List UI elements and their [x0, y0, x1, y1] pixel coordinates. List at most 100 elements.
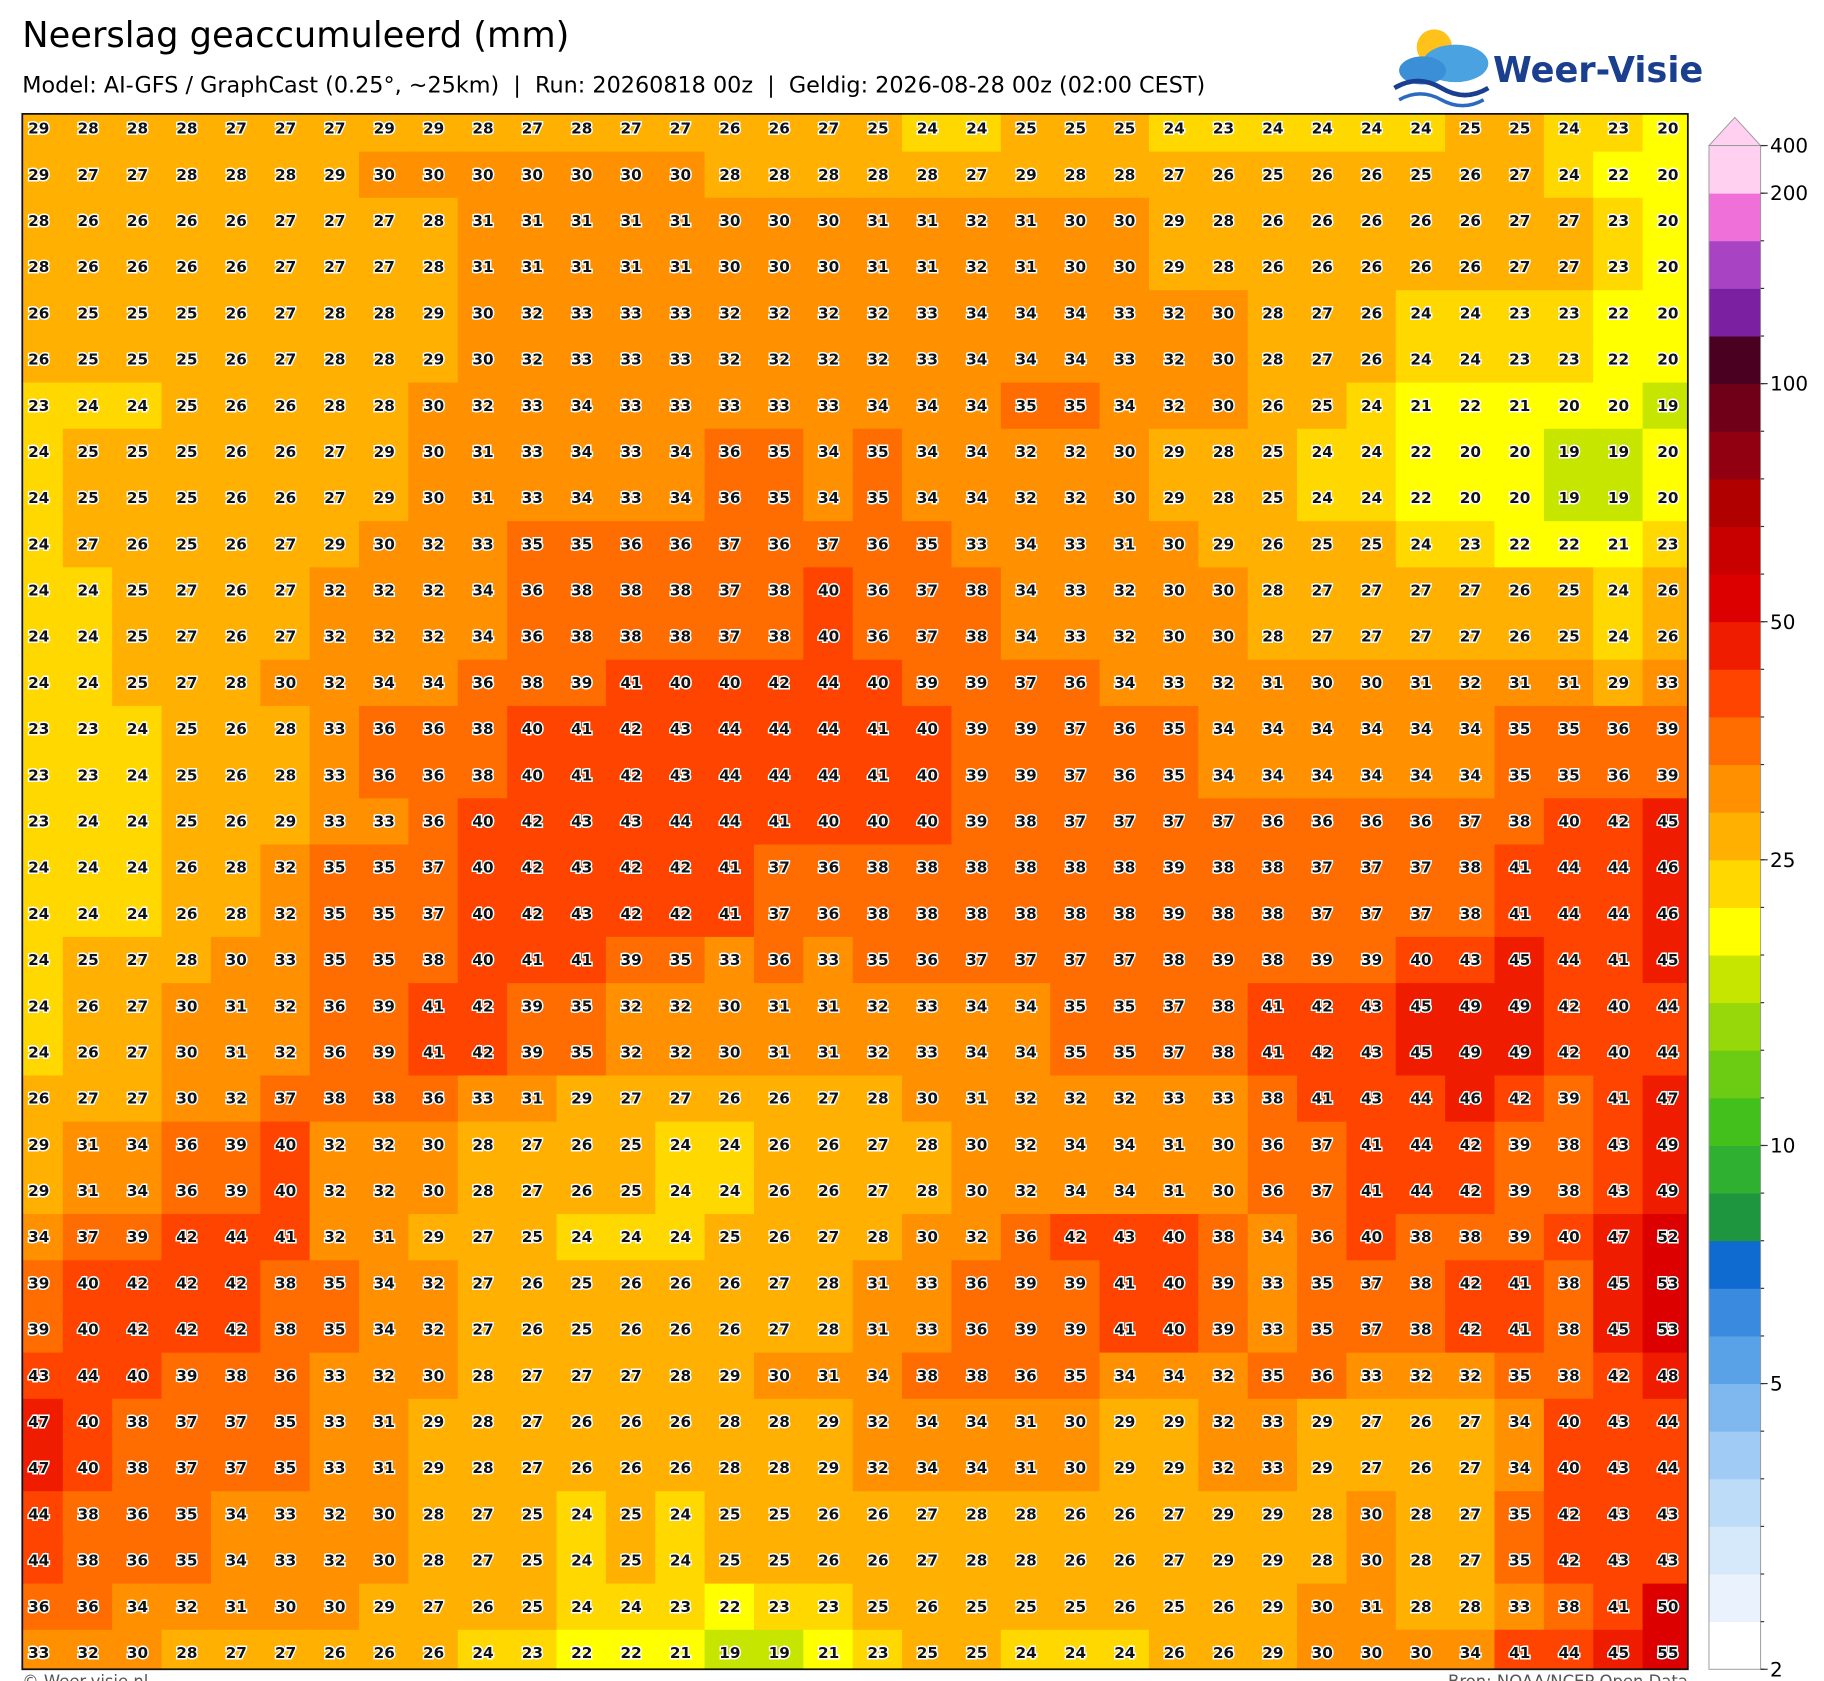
precip-cell — [1494, 382, 1546, 430]
precip-cell — [1247, 1214, 1299, 1262]
precip-cell — [753, 659, 805, 708]
value-label: 25 — [1114, 120, 1135, 138]
precip-cell — [852, 1398, 904, 1447]
precip-cell — [1395, 1398, 1447, 1447]
precip-cell — [753, 613, 805, 661]
value-label: 19 — [1608, 489, 1629, 507]
precip-cell — [62, 567, 114, 615]
value-label: 39 — [1213, 1274, 1234, 1292]
precip-cell — [951, 705, 1002, 754]
value-label: 34 — [818, 443, 839, 461]
value-label: 34 — [1460, 720, 1481, 738]
value-label: 37 — [275, 1090, 296, 1108]
precip-cell — [359, 844, 410, 892]
value-label: 35 — [1114, 1043, 1135, 1061]
precip-cell — [1543, 890, 1595, 939]
precip-cell — [803, 936, 854, 985]
value-label: 32 — [670, 1043, 691, 1061]
precip-cell — [359, 244, 410, 292]
value-label: 32 — [818, 304, 839, 322]
value-label: 36 — [1312, 1367, 1333, 1385]
precip-cell — [1000, 890, 1052, 939]
precip-cell — [210, 1398, 262, 1447]
value-label: 31 — [670, 212, 691, 230]
precip-cell — [1297, 1537, 1348, 1585]
value-label: 28 — [226, 166, 247, 184]
precip-cell — [1099, 1167, 1151, 1216]
value-label: 24 — [1312, 443, 1333, 461]
precip-cell — [1593, 151, 1644, 200]
precip-cell — [457, 798, 509, 846]
value-label: 41 — [1608, 1090, 1629, 1108]
value-label: 24 — [917, 120, 938, 138]
value-label: 34 — [1460, 766, 1481, 784]
precip-cell — [902, 1537, 953, 1585]
value-label: 32 — [374, 628, 395, 646]
value-label: 39 — [966, 813, 987, 831]
precip-cell — [507, 1029, 558, 1077]
precip-cell — [1050, 1537, 1101, 1585]
precip-cell — [902, 474, 953, 523]
value-label: 28 — [226, 905, 247, 923]
value-label: 25 — [621, 1505, 642, 1523]
precip-cell — [902, 382, 953, 430]
value-label: 42 — [621, 859, 642, 877]
value-label: 35 — [522, 535, 543, 553]
precip-cell — [1346, 1583, 1397, 1631]
value-label: 27 — [522, 1136, 543, 1154]
precip-cell — [1642, 474, 1688, 523]
value-label: 32 — [1015, 489, 1036, 507]
value-label: 22 — [1410, 443, 1431, 461]
precip-cell — [753, 1260, 805, 1308]
value-label: 19 — [769, 1644, 790, 1662]
precip-cell — [1346, 1629, 1397, 1670]
precip-cell — [1099, 1537, 1151, 1585]
value-label: 25 — [522, 1552, 543, 1570]
precip-cell — [803, 1583, 854, 1631]
precip-cell — [260, 151, 311, 200]
value-label: 37 — [818, 535, 839, 553]
value-label: 41 — [867, 766, 888, 784]
precip-cell — [1593, 844, 1644, 892]
value-label: 38 — [1262, 951, 1283, 969]
precip-cell — [1050, 244, 1101, 292]
value-label: 30 — [719, 997, 740, 1015]
precip-cell — [309, 1629, 361, 1670]
precip-cell — [655, 1491, 706, 1539]
precip-cell — [112, 1398, 163, 1447]
precip-cell — [507, 474, 558, 523]
precip-cell — [1593, 290, 1644, 338]
precip-cell — [1297, 1260, 1348, 1308]
precip-cell — [753, 382, 805, 430]
value-label: 33 — [28, 1644, 49, 1662]
precip-cell — [902, 752, 953, 800]
value-label: 30 — [176, 1090, 197, 1108]
precip-cell — [210, 1629, 262, 1670]
value-label: 40 — [1559, 1459, 1580, 1477]
precip-cell — [704, 844, 756, 892]
precip-cell — [1099, 1306, 1151, 1354]
precip-cell — [1593, 983, 1644, 1031]
value-label: 35 — [176, 1505, 197, 1523]
value-label: 38 — [1213, 1043, 1234, 1061]
precip-cell — [1000, 197, 1052, 246]
value-label: 43 — [1361, 1090, 1382, 1108]
precip-cell — [902, 1029, 953, 1077]
value-label: 25 — [719, 1552, 740, 1570]
precip-cell — [1494, 1306, 1546, 1354]
precip-cell — [1297, 752, 1348, 800]
precip-cell — [309, 1214, 361, 1262]
precip-cell — [1593, 244, 1644, 292]
precip-cell — [1642, 1075, 1688, 1123]
value-label: 29 — [1114, 1459, 1135, 1477]
value-label: 39 — [1065, 1274, 1086, 1292]
value-label: 31 — [226, 1598, 247, 1616]
precip-cell — [507, 798, 558, 846]
colorbar-segment — [1708, 1193, 1761, 1242]
precip-cell — [605, 1352, 657, 1401]
precip-cell — [22, 983, 65, 1031]
precip-cell — [309, 1583, 361, 1631]
precip-cell — [1395, 1352, 1447, 1401]
precip-cell — [803, 567, 854, 615]
precip-cell — [1099, 659, 1151, 708]
